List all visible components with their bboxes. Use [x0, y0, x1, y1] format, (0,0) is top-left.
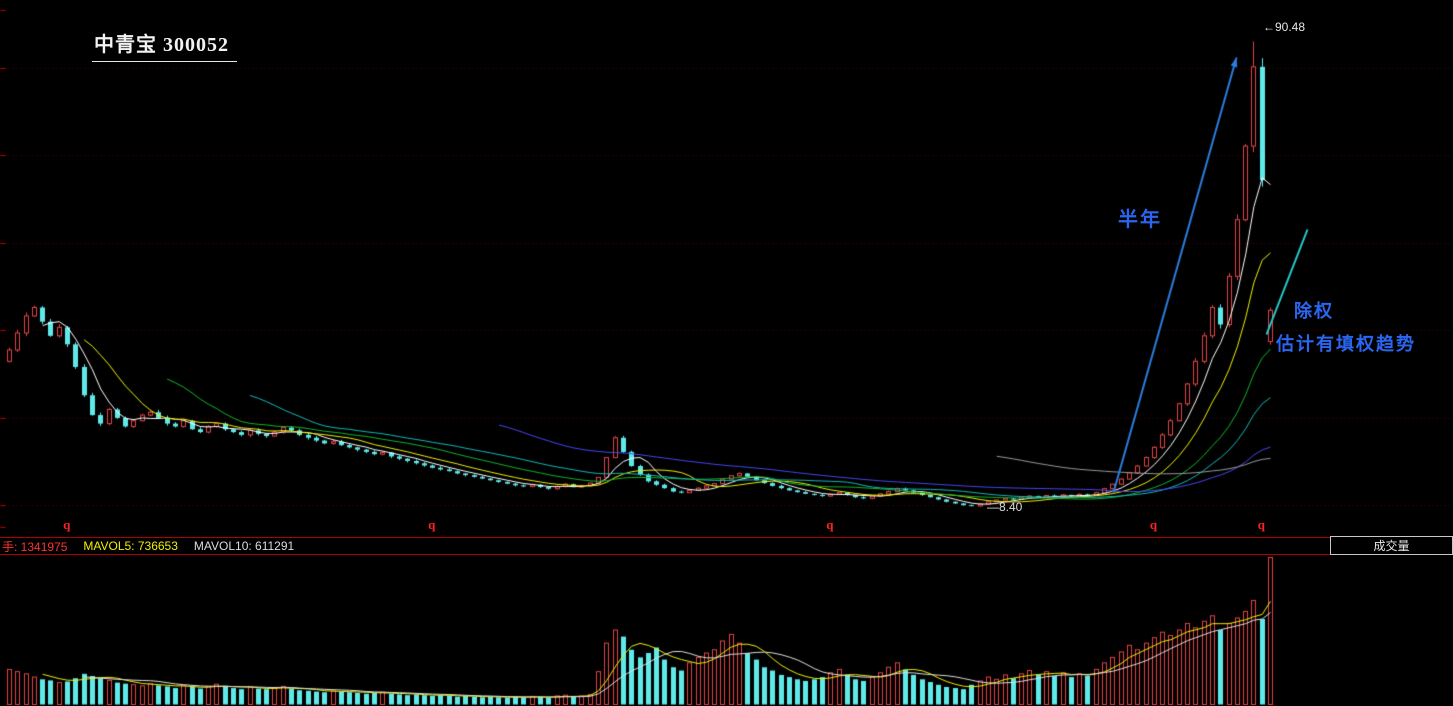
volume-pane-label: 成交量 [1373, 539, 1410, 553]
event-marker-q[interactable]: q [1149, 517, 1158, 532]
annotation-fill-rights: 估计有填权趋势 [1276, 334, 1416, 354]
mavol10-value: MAVOL10: 611291 [193, 539, 295, 553]
volume-value: 手: 1341975 [2, 539, 68, 554]
stock-title: 中青宝 300052 [92, 28, 237, 62]
volume-pane-label-button[interactable]: 成交量 [1330, 536, 1453, 555]
event-marker-q[interactable]: q [428, 517, 436, 532]
event-marker-q[interactable]: q [1257, 517, 1265, 532]
annotation-ex-rights: 除权 [1294, 301, 1334, 321]
event-marker-q[interactable]: q [63, 517, 71, 532]
pane-separator-top [0, 537, 1453, 538]
max-price-label: ←90.48 [1263, 20, 1306, 34]
pane-separator-bottom [0, 554, 1453, 555]
event-marker-q[interactable]: q [826, 517, 834, 532]
min-price-label: —8.40 [987, 500, 1023, 514]
mavol5-value: MAVOL5: 736653 [83, 539, 178, 553]
volume-header: 手: 1341975 MAVOL5: 736653 MAVOL10: 61129… [2, 539, 295, 554]
annotation-half-year: 半年 [1118, 209, 1162, 231]
